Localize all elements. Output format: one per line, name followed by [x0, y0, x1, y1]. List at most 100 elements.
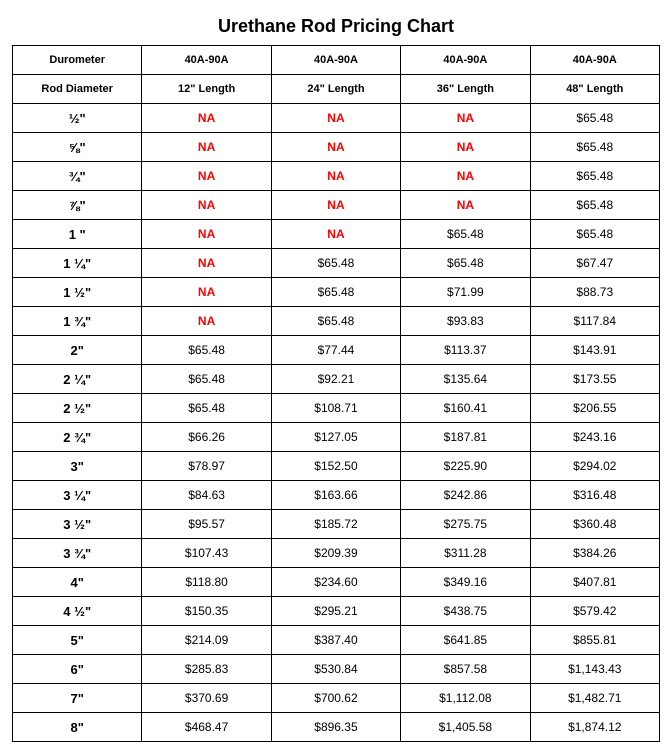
price-cell: $243.16 — [530, 423, 659, 452]
price-cell: $65.48 — [401, 249, 530, 278]
table-row: 3 ½"$95.57$185.72$275.75$360.48 — [13, 510, 660, 539]
price-cell: $88.73 — [530, 278, 659, 307]
diameter-cell: 2 ¼" — [13, 365, 142, 394]
price-cell: $349.16 — [401, 568, 530, 597]
table-row: 6"$285.83$530.84$857.58$1,143.43 — [13, 655, 660, 684]
table-row: 2 ½"$65.48$108.71$160.41$206.55 — [13, 394, 660, 423]
table-header-row-1: Durometer 40A-90A 40A-90A 40A-90A 40A-90… — [13, 46, 660, 75]
price-cell: $275.75 — [401, 510, 530, 539]
na-cell: NA — [401, 191, 530, 220]
price-cell: $107.43 — [142, 539, 271, 568]
diameter-cell: 1 ½" — [13, 278, 142, 307]
price-cell: $93.83 — [401, 307, 530, 336]
price-cell: $360.48 — [530, 510, 659, 539]
price-cell: $1,482.71 — [530, 684, 659, 713]
price-cell: $65.48 — [530, 104, 659, 133]
price-cell: $384.26 — [530, 539, 659, 568]
diameter-cell: ⅞" — [13, 191, 142, 220]
price-cell: $163.66 — [271, 481, 400, 510]
table-row: 4"$118.80$234.60$349.16$407.81 — [13, 568, 660, 597]
price-cell: $209.39 — [271, 539, 400, 568]
header-length-48: 48" Length — [530, 75, 659, 104]
price-cell: $65.48 — [271, 249, 400, 278]
diameter-cell: 5" — [13, 626, 142, 655]
price-cell: $234.60 — [271, 568, 400, 597]
price-cell: $1,112.08 — [401, 684, 530, 713]
price-cell: $127.05 — [271, 423, 400, 452]
price-cell: $65.48 — [271, 307, 400, 336]
price-cell: $206.55 — [530, 394, 659, 423]
table-row: 3 ¼"$84.63$163.66$242.86$316.48 — [13, 481, 660, 510]
table-row: 4 ½"$150.35$295.21$438.75$579.42 — [13, 597, 660, 626]
price-cell: $65.48 — [142, 336, 271, 365]
header-col-2: 40A-90A — [271, 46, 400, 75]
header-length-36: 36" Length — [401, 75, 530, 104]
na-cell: NA — [401, 133, 530, 162]
price-cell: $407.81 — [530, 568, 659, 597]
price-cell: $387.40 — [271, 626, 400, 655]
price-cell: $113.37 — [401, 336, 530, 365]
header-col-4: 40A-90A — [530, 46, 659, 75]
header-length-24: 24" Length — [271, 75, 400, 104]
table-body: ½"NANANA$65.48⅝"NANANA$65.48¾"NANANA$65.… — [13, 104, 660, 742]
price-cell: $65.48 — [142, 365, 271, 394]
price-cell: $160.41 — [401, 394, 530, 423]
price-cell: $857.58 — [401, 655, 530, 684]
price-cell: $1,405.58 — [401, 713, 530, 742]
price-cell: $370.69 — [142, 684, 271, 713]
table-header-row-2: Rod Diameter 12" Length 24" Length 36" L… — [13, 75, 660, 104]
diameter-cell: 7" — [13, 684, 142, 713]
price-cell: $316.48 — [530, 481, 659, 510]
price-cell: $67.47 — [530, 249, 659, 278]
price-cell: $66.26 — [142, 423, 271, 452]
table-row: 1 "NANA$65.48$65.48 — [13, 220, 660, 249]
price-cell: $65.48 — [142, 394, 271, 423]
diameter-cell: 1 ¾" — [13, 307, 142, 336]
diameter-cell: 2 ¾" — [13, 423, 142, 452]
price-cell: $530.84 — [271, 655, 400, 684]
price-cell: $65.48 — [530, 191, 659, 220]
price-cell: $65.48 — [530, 162, 659, 191]
header-durometer: Durometer — [13, 46, 142, 75]
price-cell: $65.48 — [530, 133, 659, 162]
price-cell: $438.75 — [401, 597, 530, 626]
na-cell: NA — [271, 220, 400, 249]
na-cell: NA — [401, 104, 530, 133]
diameter-cell: 8" — [13, 713, 142, 742]
price-cell: $285.83 — [142, 655, 271, 684]
table-row: 5"$214.09$387.40$641.85$855.81 — [13, 626, 660, 655]
diameter-cell: 1 ¼" — [13, 249, 142, 278]
header-rod-diameter: Rod Diameter — [13, 75, 142, 104]
diameter-cell: 3 ¼" — [13, 481, 142, 510]
diameter-cell: 6" — [13, 655, 142, 684]
price-cell: $187.81 — [401, 423, 530, 452]
price-cell: $311.28 — [401, 539, 530, 568]
price-cell: $65.48 — [401, 220, 530, 249]
price-cell: $641.85 — [401, 626, 530, 655]
na-cell: NA — [142, 249, 271, 278]
price-cell: $225.90 — [401, 452, 530, 481]
table-row: ¾"NANANA$65.48 — [13, 162, 660, 191]
price-cell: $117.84 — [530, 307, 659, 336]
table-row: 8"$468.47$896.35$1,405.58$1,874.12 — [13, 713, 660, 742]
price-cell: $78.97 — [142, 452, 271, 481]
price-cell: $118.80 — [142, 568, 271, 597]
header-length-12: 12" Length — [142, 75, 271, 104]
diameter-cell: 4 ½" — [13, 597, 142, 626]
price-cell: $185.72 — [271, 510, 400, 539]
pricing-table: Durometer 40A-90A 40A-90A 40A-90A 40A-90… — [12, 45, 660, 742]
header-col-1: 40A-90A — [142, 46, 271, 75]
na-cell: NA — [142, 307, 271, 336]
header-col-3: 40A-90A — [401, 46, 530, 75]
diameter-cell: 3 ¾" — [13, 539, 142, 568]
price-cell: $855.81 — [530, 626, 659, 655]
price-cell: $295.21 — [271, 597, 400, 626]
table-row: ⅝"NANANA$65.48 — [13, 133, 660, 162]
na-cell: NA — [401, 162, 530, 191]
na-cell: NA — [271, 162, 400, 191]
price-cell: $71.99 — [401, 278, 530, 307]
price-cell: $173.55 — [530, 365, 659, 394]
table-row: ½"NANANA$65.48 — [13, 104, 660, 133]
table-row: 7"$370.69$700.62$1,112.08$1,482.71 — [13, 684, 660, 713]
price-cell: $468.47 — [142, 713, 271, 742]
